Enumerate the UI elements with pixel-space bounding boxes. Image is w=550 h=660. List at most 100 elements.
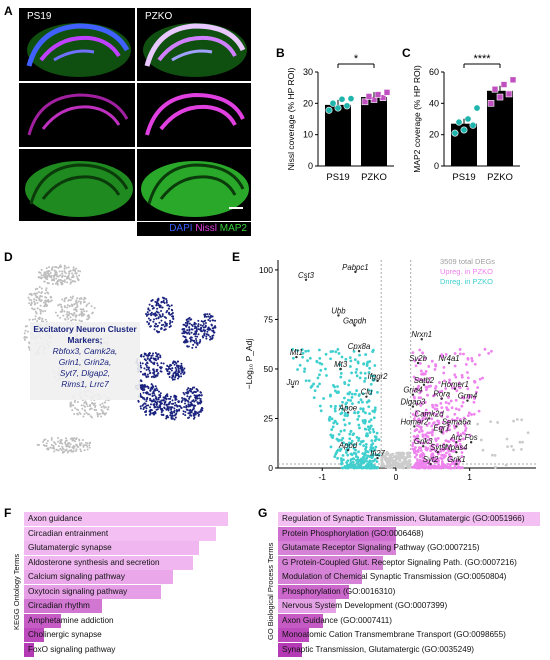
term-bar [24,555,194,570]
down-point [306,349,310,353]
term-row: FoxO signaling pathway [24,642,228,657]
umap-cell [54,443,57,446]
umap-cell [75,310,78,313]
umap-cell [214,325,217,328]
umap-cell [63,280,66,283]
umap-cell [189,390,192,393]
down-point [370,389,373,393]
down-point [368,360,372,363]
panel-label-c: C [402,46,411,60]
up-point [466,387,470,391]
umap-cell [206,330,209,333]
umap-cell [150,383,153,386]
umap-cell [78,411,81,414]
ns-point [401,451,404,455]
umap-cell [69,403,72,406]
umap-cell [71,297,74,300]
up-point [445,451,448,455]
umap-cell [27,345,30,348]
down-point [315,360,319,364]
umap-cell [188,409,191,412]
umap-cell [182,368,185,371]
umap-cell [30,299,33,302]
term-row: Amphetamine addiction [24,613,228,628]
up-point [478,353,481,357]
umap-cell [159,405,162,408]
down-point [337,432,341,436]
up-point [432,412,436,415]
down-point [318,404,322,408]
umap-cell [186,345,189,348]
x-tick-label: 1 [467,472,472,482]
umap-cell [40,320,43,323]
umap-cell [46,276,49,279]
umap-cell [148,352,151,355]
umap-cell [66,304,69,307]
down-point [359,407,363,411]
umap-cell [55,266,58,269]
umap-cell [146,311,149,314]
down-point [349,359,353,363]
down-point [370,439,374,442]
umap-cell [160,327,163,330]
up-point [460,404,464,408]
umap-cell [45,444,48,447]
umap-cell [155,370,158,373]
umap-cell [171,367,174,370]
umap-cell [159,392,162,395]
umap-cell [209,320,212,323]
umap-cell [165,301,168,304]
umap-cell [190,410,193,413]
umap-cell [145,368,148,371]
umap-cell [36,443,39,446]
down-point [340,466,344,470]
down-point [310,384,314,388]
down-point [357,423,361,427]
panel-label-e: E [232,250,241,264]
gene-label: Syt2 [423,455,439,464]
umap-cell [43,272,46,275]
umap-cell [70,312,73,315]
up-point [414,449,418,453]
up-point [427,385,431,388]
term-row: Calcium signaling pathway [24,570,228,584]
up-point [454,459,457,463]
umap-cell [139,370,142,373]
umap-cell [209,338,212,341]
umap-cell [29,292,32,295]
labeled-gene-point [346,448,350,452]
umap-cell [46,304,49,307]
down-point [359,440,363,444]
down-point [340,355,344,359]
ns-point [526,431,530,435]
down-point [348,437,352,441]
umap-cell [59,281,62,284]
umap-cell [34,294,37,297]
down-point [361,407,365,411]
umap-cell [187,387,190,390]
umap-cell [68,270,71,273]
up-point [423,356,427,360]
up-point [419,446,423,450]
umap-cell [26,330,29,333]
data-point [496,93,504,101]
gene-label: Jun [285,378,299,387]
umap-cell [152,320,155,323]
down-point [377,438,381,442]
ns-point [510,444,513,448]
ns-point [481,448,485,452]
x-tick-label: -1 [318,472,326,482]
umap-cell [57,449,60,452]
up-point [417,466,421,470]
down-point [356,360,360,364]
umap-cell [186,329,189,332]
umap-cell [140,388,143,391]
umap-cell [82,415,85,418]
umap-cell [172,360,175,363]
x-tick-label: PS19 [452,172,475,183]
term-row: Protein Phosphorylation (GO:0006468) [278,526,540,541]
umap-cell [53,450,56,453]
umap-cell [162,414,165,417]
umap-cell [143,373,146,376]
umap-cell [44,309,47,312]
